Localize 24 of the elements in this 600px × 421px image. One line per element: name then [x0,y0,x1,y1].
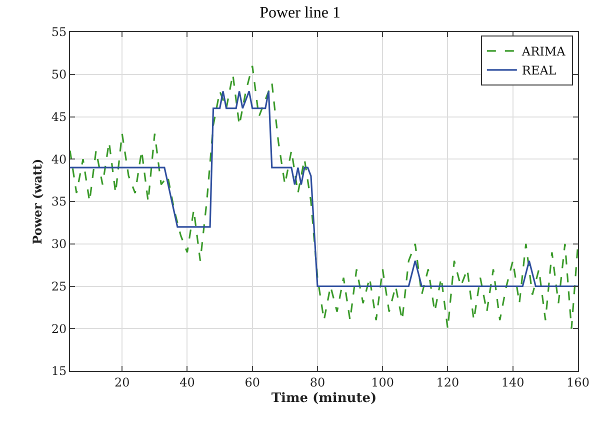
x-tick-label: 160 [566,375,590,390]
x-tick-label: 100 [371,375,394,390]
chart-title: Power line 1 [260,4,340,22]
y-tick-label: 55 [51,25,67,40]
legend-label: REAL [522,64,556,78]
y-tick-label: 40 [51,152,67,166]
line-series [70,90,578,288]
y-tick-label: 50 [51,68,67,82]
x-tick-label: 80 [310,375,326,390]
legend-label: ARIMA [520,44,566,59]
y-tick-label: 20 [51,322,67,336]
y-axis-title: Power (watt) [30,158,45,244]
x-tick-label: 20 [114,375,130,390]
line-series [70,65,578,330]
y-tick-label: 35 [51,194,67,209]
x-tick-label: 60 [244,375,260,390]
x-tick-label: 120 [436,375,460,390]
y-tick-label: 45 [51,110,67,124]
x-tick-label: 140 [501,375,524,390]
x-axis-title: Time (minute) [271,391,377,406]
x-tick-label: 40 [180,375,195,390]
y-tick-label: 30 [51,237,67,252]
y-tick-label: 25 [51,279,67,294]
y-tick-label: 15 [51,364,67,378]
